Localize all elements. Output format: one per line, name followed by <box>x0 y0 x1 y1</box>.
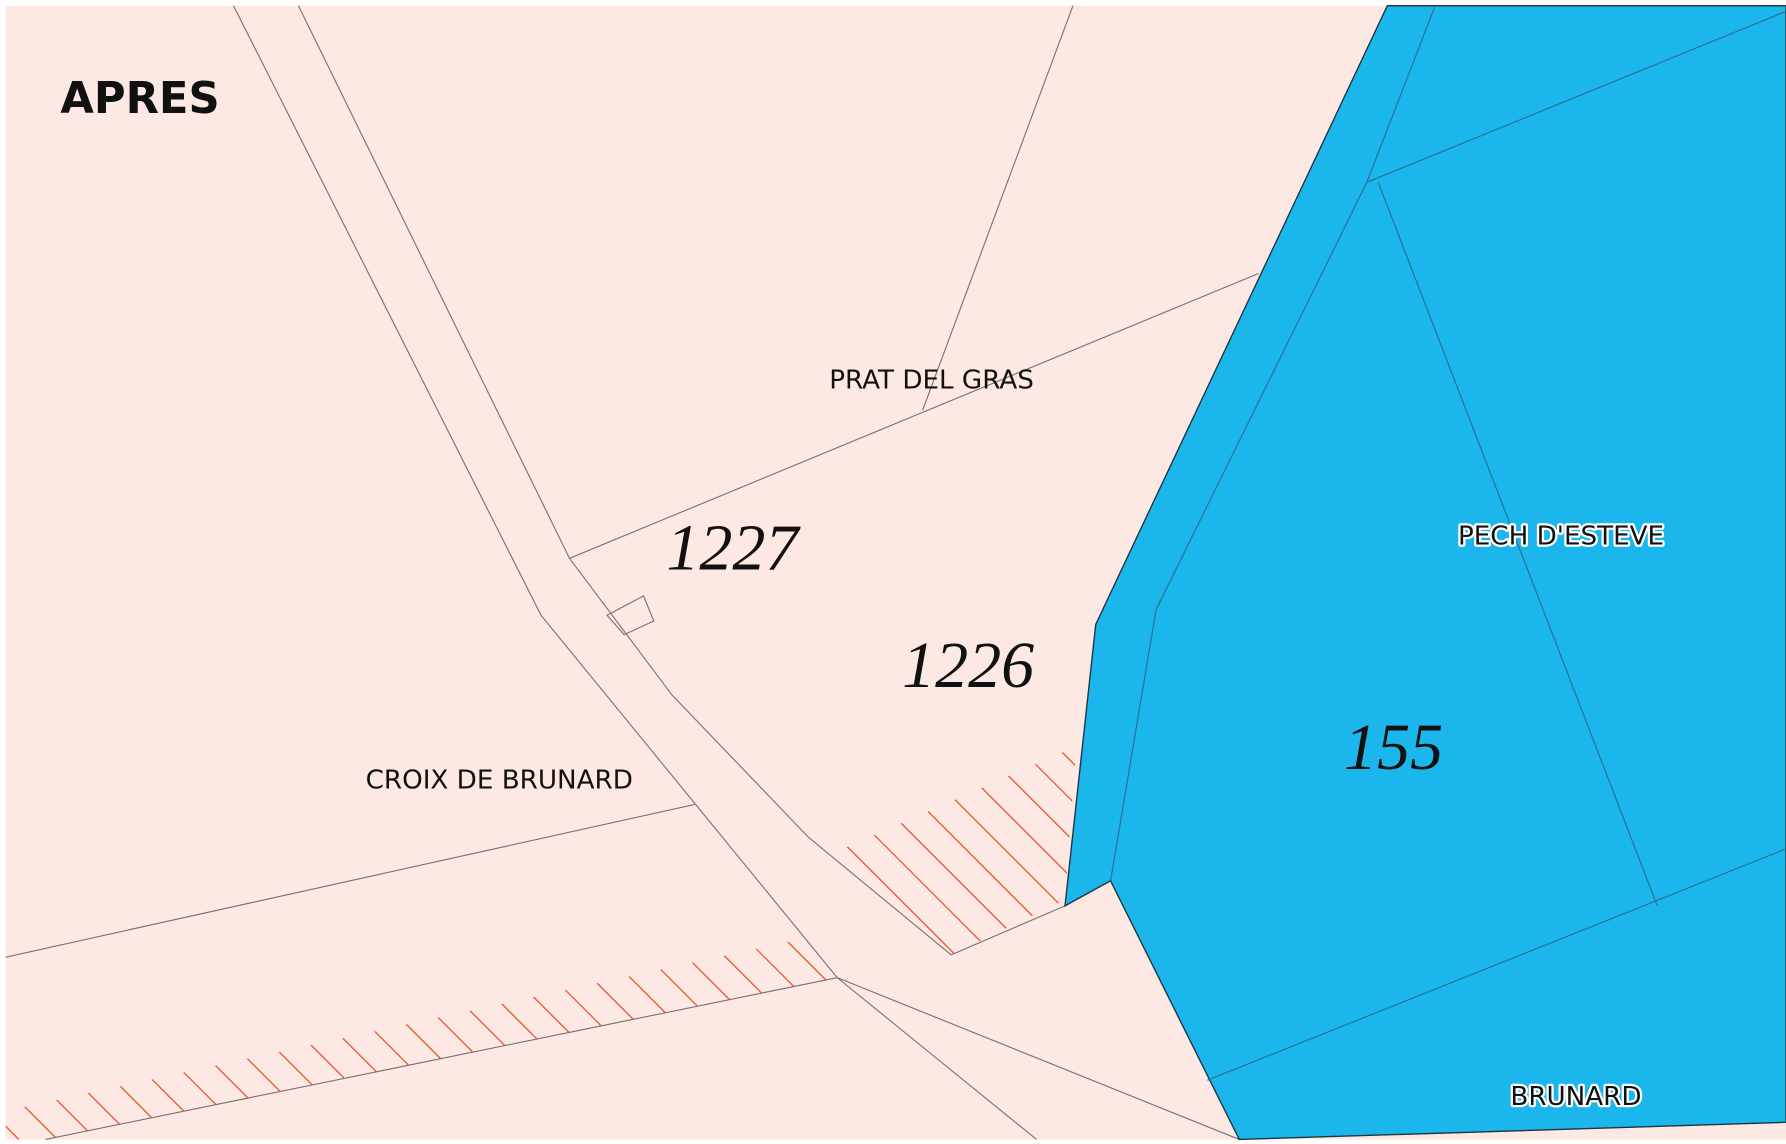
hatched-zone <box>5 940 838 1140</box>
map-title: APRES <box>60 74 219 124</box>
parcel-number: 1226 <box>902 629 1034 702</box>
place-name: BRUNARD <box>1510 1082 1641 1112</box>
hatched-zone <box>842 746 1077 955</box>
place-name: CROIX DE BRUNARD <box>366 765 633 795</box>
parcel-boundaries <box>5 5 1259 1141</box>
place-name: PECH D'ESTEVE <box>1458 522 1664 552</box>
parcel-number: 155 <box>1344 711 1443 784</box>
blue-parcel-boundaries <box>1109 5 1786 1081</box>
parcel-number: 1227 <box>666 512 801 585</box>
place-name: PRAT DEL GRAS <box>829 366 1034 396</box>
highlighted-parcel <box>1064 5 1786 1141</box>
